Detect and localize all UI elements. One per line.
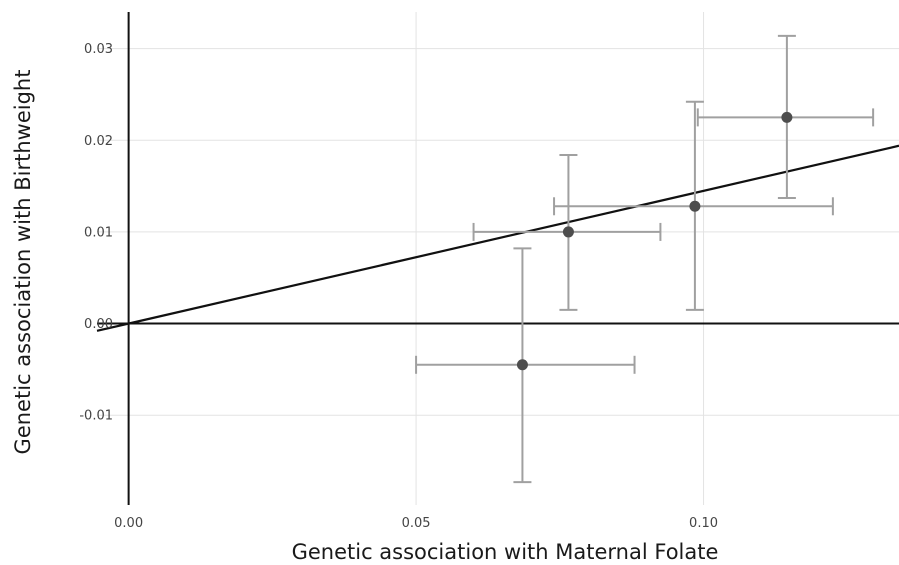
y-tick-label: 0.02 (84, 134, 113, 149)
y-tick-labels: -0.01 0.00 0.01 0.02 0.03 (79, 42, 113, 424)
data-point-4 (781, 111, 793, 123)
y-tick-label: 0.01 (84, 225, 113, 240)
x-tick-label: 0.05 (402, 516, 431, 531)
y-tick-label: 0.03 (84, 42, 113, 57)
y-axis-title: Genetic association with Birthweight (11, 70, 35, 455)
data-point-1 (516, 359, 528, 371)
data-point-2 (562, 226, 574, 238)
x-tick-label: 0.00 (114, 516, 143, 531)
fit-line (96, 144, 899, 332)
grid (97, 12, 899, 505)
zero-lines (97, 12, 899, 505)
x-tick-labels: 0.00 0.05 0.10 (114, 516, 718, 531)
y-tick-label: -0.01 (79, 409, 113, 424)
x-tick-label: 0.10 (689, 516, 718, 531)
data-point-3 (689, 200, 701, 212)
data-points (516, 111, 793, 371)
y-tick-label: 0.00 (84, 317, 113, 332)
fit-line-layer (96, 144, 899, 332)
x-axis-title: Genetic association with Maternal Folate (292, 540, 719, 564)
